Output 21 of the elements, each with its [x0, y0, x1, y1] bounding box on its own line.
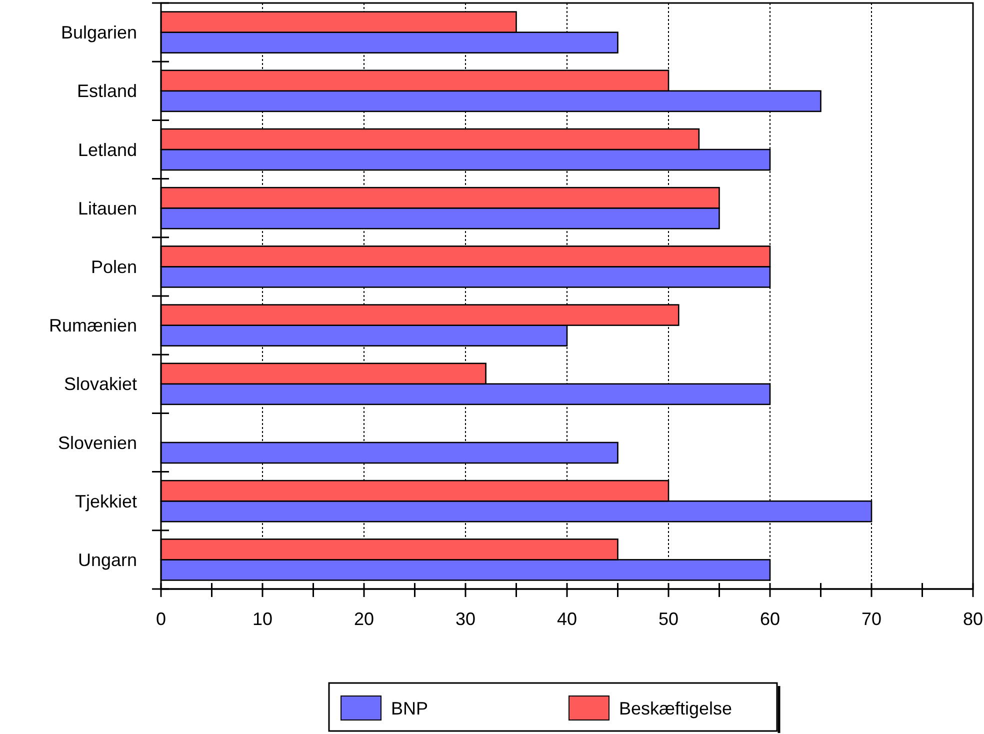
y-tick-label: Tjekkiet — [74, 491, 137, 512]
y-tick-label: Litauen — [78, 198, 137, 218]
x-tick-label: 60 — [760, 609, 780, 630]
y-tick-label: Ungarn — [78, 550, 137, 570]
x-tick-label: 10 — [252, 609, 273, 630]
y-tick-label: Letland — [78, 140, 137, 160]
legend-label: BNP — [391, 698, 428, 718]
x-tick-label: 30 — [455, 609, 476, 630]
y-tick-label: Estland — [76, 81, 137, 102]
x-tick-label: 40 — [556, 609, 578, 630]
x-tick-label: 50 — [658, 609, 679, 630]
x-tick-label: 20 — [354, 609, 374, 630]
x-tick-label: 0 — [156, 609, 166, 630]
legend-label: Beskæftigelse — [619, 698, 732, 718]
y-tick-label: Rumænien — [48, 316, 137, 336]
y-tick-label: Polen — [90, 257, 137, 277]
y-tick-label: Bulgarien — [60, 22, 137, 43]
y-tick-label: Slovenien — [58, 432, 137, 453]
x-tick-label: 70 — [861, 609, 882, 630]
x-tick-label: 80 — [962, 609, 984, 630]
y-tick-label: Slovakiet — [64, 374, 137, 394]
